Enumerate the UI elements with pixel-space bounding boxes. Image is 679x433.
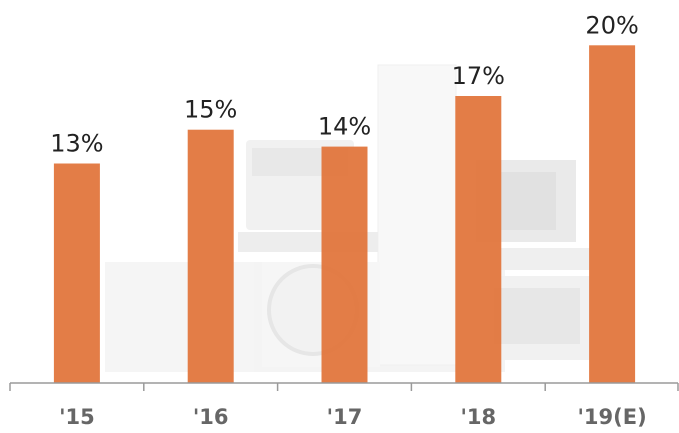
value-label-1: 13% [50,130,103,158]
value-label-4: 17% [452,62,505,90]
category-label-2: '16 [193,405,229,429]
bar-4 [455,96,502,383]
background-oven-window [494,288,580,344]
category-label-3: '17 [327,405,363,429]
value-label-3: 14% [318,113,371,141]
background-fridge [377,64,457,366]
category-labels-group: '15 '16 '17 '18 '19(E) [59,405,647,429]
bars-group [53,45,636,384]
x-axis [9,382,679,391]
bar-5 [589,45,636,384]
bar-3 [321,146,368,383]
category-label-4: '18 [460,405,496,429]
category-label-5: '19(E) [577,405,646,429]
value-label-2: 15% [184,96,237,124]
bar-2 [187,129,234,383]
category-label-1: '15 [59,405,95,429]
background-oven-panel [476,248,596,270]
bar-1 [53,163,100,383]
value-label-5: 20% [585,11,638,39]
value-labels-group: 13% 15% 14% 17% 20% [50,11,639,157]
